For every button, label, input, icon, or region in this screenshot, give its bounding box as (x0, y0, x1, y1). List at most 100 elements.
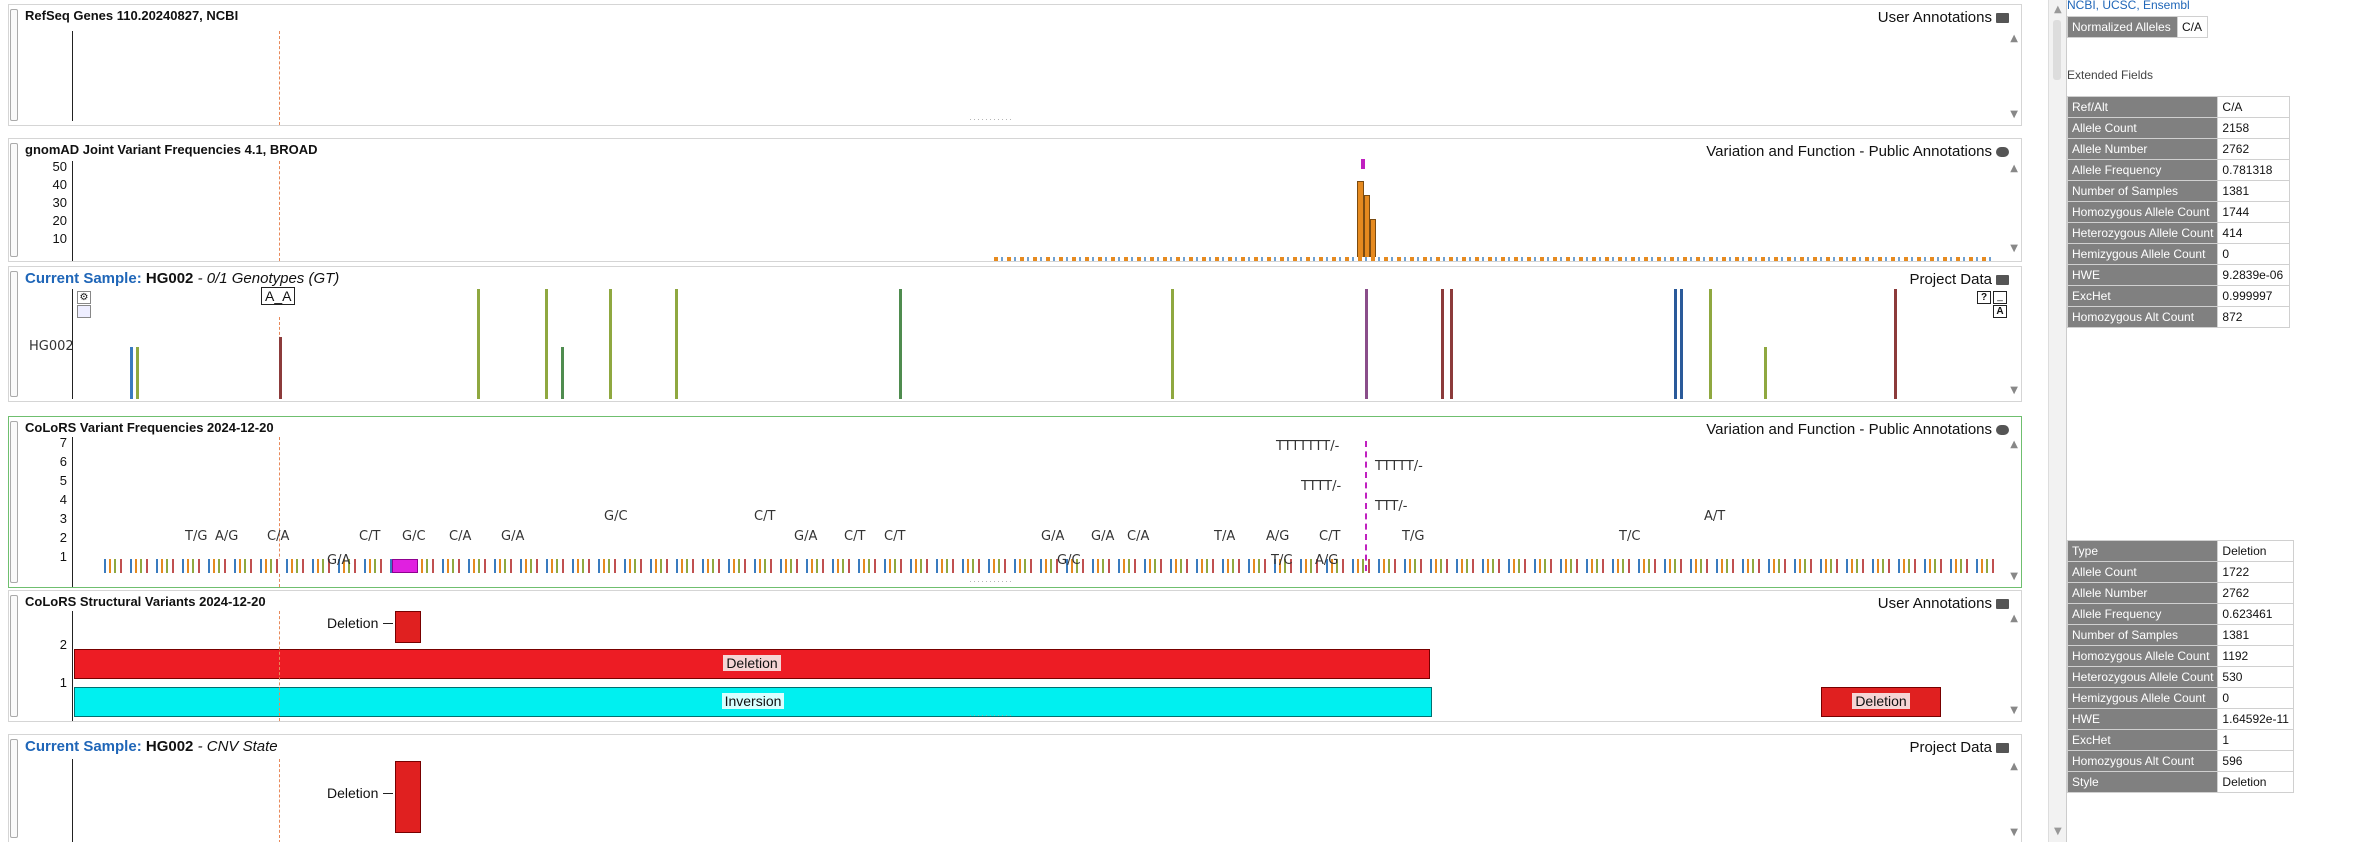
allele-label[interactable]: G/A (327, 553, 351, 568)
allele-label[interactable]: A/G (1315, 553, 1339, 568)
genotype-call[interactable] (1709, 289, 1712, 399)
allele-label[interactable]: T/G (185, 529, 208, 544)
track-drag-handle[interactable] (10, 271, 18, 397)
allele-label[interactable]: T/C (1271, 553, 1293, 568)
allele-label[interactable]: G/C (1057, 553, 1081, 568)
track-sample-genotypes[interactable]: Current Sample: HG002 - 0/1 Genotypes (G… (8, 266, 2022, 402)
settings-icon[interactable]: ⚙ (77, 291, 91, 304)
allele-label[interactable]: G/A (501, 529, 525, 544)
track-drag-handle[interactable] (10, 143, 18, 257)
genotype-call[interactable] (1680, 289, 1683, 399)
selected-indel-line[interactable] (1365, 441, 1367, 571)
scroll-up-icon[interactable]: ▲ (2010, 613, 2018, 624)
genotype-call[interactable] (279, 337, 282, 399)
track-drag-handle[interactable] (10, 9, 18, 121)
scroll-down-icon[interactable]: ▼ (2010, 571, 2018, 582)
external-links[interactable]: NCBI, UCSC, Ensembl (2067, 0, 2190, 12)
scroll-up-icon[interactable]: ▲ (2010, 761, 2018, 772)
track-gnomad[interactable]: gnomAD Joint Variant Frequencies 4.1, BR… (8, 138, 2022, 262)
genotype-call[interactable] (1365, 289, 1368, 399)
genotype-call[interactable] (561, 347, 564, 399)
allele-label[interactable]: TTTTT/- (1375, 459, 1423, 474)
highlight-variant[interactable] (392, 559, 418, 573)
allele-label[interactable]: T/G (1402, 529, 1425, 544)
allele-label[interactable]: G/A (1041, 529, 1065, 544)
track-source[interactable]: Project Data (1909, 739, 2009, 756)
track-refseq[interactable]: RefSeq Genes 110.20240827, NCBI User Ann… (8, 4, 2022, 126)
sv-deletion-large[interactable]: Deletion (74, 649, 1430, 679)
field-key: Allele Count (2066, 117, 2219, 139)
track-source[interactable]: User Annotations (1878, 9, 2009, 26)
scroll-up-icon[interactable]: ▲ (2010, 439, 2018, 450)
main-scrollbar[interactable]: ▲ ▼ (2048, 0, 2066, 842)
scroll-up-icon[interactable]: ▲ (2054, 4, 2062, 15)
allele-label[interactable]: A/G (215, 529, 239, 544)
cnv-deletion[interactable] (395, 761, 421, 833)
genotype-call[interactable] (136, 347, 139, 399)
genotype-call[interactable] (899, 289, 902, 399)
frequency-bar[interactable] (1370, 219, 1376, 261)
track-source[interactable]: User Annotations (1878, 595, 2009, 612)
allele-label[interactable]: A/G (1266, 529, 1290, 544)
scroll-up-icon[interactable]: ▲ (2010, 163, 2018, 174)
sv-deletion-small[interactable] (395, 611, 421, 643)
allele-label[interactable]: TTTTTTT/- (1276, 439, 1340, 454)
genotype-call[interactable] (1674, 289, 1677, 399)
scroll-down-icon[interactable]: ▼ (2010, 243, 2018, 254)
allele-label[interactable]: C/T (1319, 529, 1341, 544)
track-sample-cnv[interactable]: Current Sample: HG002 - CNV State Projec… (8, 734, 2022, 842)
allele-label[interactable]: C/T (359, 529, 381, 544)
track-colors-variants[interactable]: CoLoRS Variant Frequencies 2024-12-20 Va… (8, 416, 2022, 588)
track-source[interactable]: Variation and Function - Public Annotati… (1706, 143, 2009, 160)
scroll-down-icon[interactable]: ▼ (2010, 705, 2018, 716)
genotype-call[interactable] (609, 289, 612, 399)
track-source[interactable]: Variation and Function - Public Annotati… (1706, 421, 2009, 438)
allele-label[interactable]: G/A (1091, 529, 1115, 544)
scroll-thumb[interactable] (2053, 20, 2061, 80)
allele-label[interactable]: G/C (402, 529, 426, 544)
collapse-icon[interactable]: _ (1993, 291, 2007, 304)
track-colors-sv[interactable]: CoLoRS Structural Variants 2024-12-20 Us… (8, 590, 2022, 722)
track-drag-handle[interactable] (10, 595, 18, 717)
genotype-call[interactable] (545, 289, 548, 399)
allele-label[interactable]: TTTT/- (1301, 479, 1342, 494)
allele-label[interactable]: TTT/- (1375, 499, 1408, 514)
genotype-call[interactable] (477, 289, 480, 399)
genotype-call[interactable] (1441, 289, 1444, 399)
genotype-call[interactable] (1894, 289, 1897, 399)
sv-inversion[interactable]: Inversion (74, 687, 1432, 717)
allele-label[interactable]: C/T (884, 529, 906, 544)
allele-label[interactable]: C/A (267, 529, 290, 544)
allele-label[interactable]: C/T (754, 509, 776, 524)
scroll-down-icon[interactable]: ▼ (2010, 109, 2018, 120)
allele-label[interactable]: C/A (1127, 529, 1150, 544)
allele-label[interactable]: A/T (1704, 509, 1726, 524)
resize-grip[interactable]: ··········· (969, 710, 1013, 720)
allele-label[interactable]: G/A (794, 529, 818, 544)
allele-label[interactable]: C/A (449, 529, 472, 544)
genotype-call[interactable] (1764, 347, 1767, 399)
sv-deletion-right[interactable]: Deletion (1821, 687, 1941, 717)
scroll-down-icon[interactable]: ▼ (2054, 826, 2062, 837)
frequency-bar[interactable] (1357, 181, 1364, 261)
track-source[interactable]: Project Data (1909, 271, 2009, 288)
scroll-up-icon[interactable]: ▲ (2010, 33, 2018, 44)
genotype-call[interactable] (130, 347, 133, 399)
help-icon[interactable]: ? (1977, 291, 1991, 304)
filter-icon[interactable] (77, 305, 91, 318)
scroll-down-icon[interactable]: ▼ (2010, 385, 2018, 396)
resize-grip[interactable]: ··········· (969, 114, 1013, 124)
allele-label[interactable]: T/A (1214, 529, 1236, 544)
genotype-call[interactable] (675, 289, 678, 399)
allele-label[interactable]: C/T (844, 529, 866, 544)
resize-grip[interactable]: ··········· (969, 576, 1013, 586)
genotype-call[interactable] (1450, 289, 1453, 399)
auto-scale-icon[interactable]: A (1993, 305, 2007, 318)
allele-label[interactable]: T/C (1619, 529, 1641, 544)
allele-label[interactable]: G/C (604, 509, 628, 524)
scroll-down-icon[interactable]: ▼ (2010, 827, 2018, 838)
track-drag-handle[interactable] (10, 421, 18, 583)
track-title: gnomAD Joint Variant Frequencies 4.1, BR… (25, 142, 318, 157)
genotype-call[interactable] (1171, 289, 1174, 399)
track-drag-handle[interactable] (10, 739, 18, 838)
